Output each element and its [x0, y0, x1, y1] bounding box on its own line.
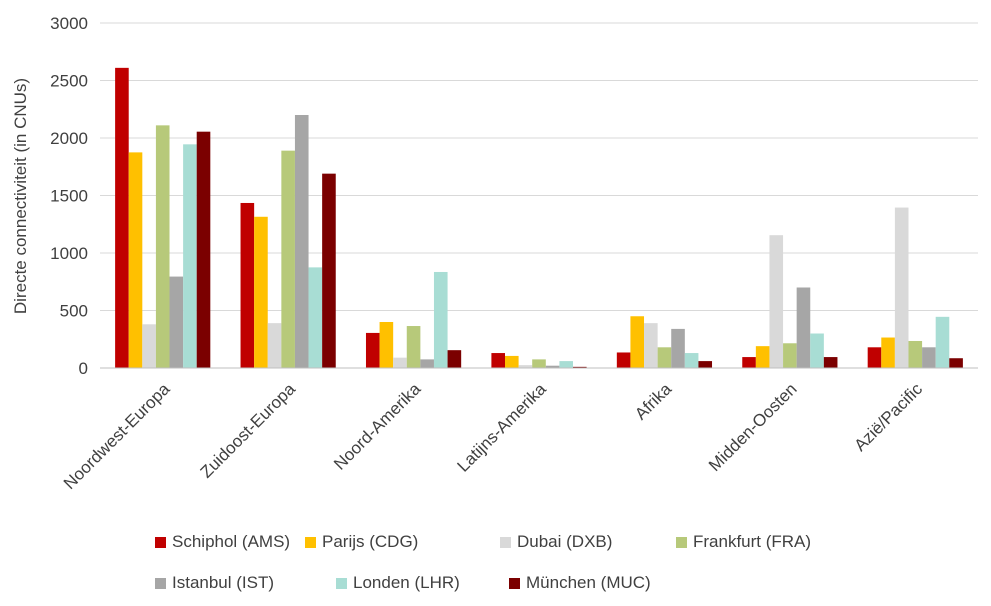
legend-label: Schiphol (AMS): [172, 532, 291, 551]
bar: [908, 340, 923, 368]
y-tick-label: 500: [60, 302, 88, 321]
legend-label: München (MUC): [526, 573, 651, 592]
bar: [881, 337, 895, 368]
y-axis-label: Directe connectiviteit (in CNUs): [11, 78, 30, 314]
bar: [196, 131, 211, 368]
bar: [922, 347, 936, 368]
bar: [433, 271, 448, 368]
legend-label: Istanbul (IST): [172, 573, 275, 592]
bar: [142, 324, 156, 368]
bar: [616, 352, 631, 368]
bar: [559, 361, 573, 368]
legend-item: Frankfurt (FRA): [676, 532, 811, 552]
bar: [935, 316, 950, 368]
bar: [671, 328, 685, 368]
legend-swatch: [155, 536, 166, 548]
y-tick-label: 3000: [50, 14, 88, 33]
bar: [742, 357, 756, 368]
bar: [322, 173, 336, 368]
bar: [518, 365, 533, 368]
bar: [379, 322, 394, 368]
bars: [115, 67, 963, 368]
bar: [155, 125, 170, 368]
x-category-label: Midden-Oosten: [705, 379, 801, 475]
y-tick-label: 2000: [50, 129, 88, 148]
bar: [532, 359, 546, 368]
y-tick-label: 1500: [50, 187, 88, 206]
legend-label: Londen (LHR): [353, 573, 460, 592]
bar: [657, 347, 672, 368]
bar: [545, 365, 560, 368]
bar: [267, 323, 282, 368]
bar: [823, 357, 838, 368]
bar: [796, 287, 811, 368]
bar: [183, 144, 197, 368]
bar: [128, 152, 143, 368]
legend-label: Dubai (DXB): [517, 532, 613, 551]
bar: [755, 346, 770, 368]
legend-swatch: [676, 536, 687, 548]
bar: [308, 267, 323, 368]
bar: [783, 343, 797, 368]
legend-item: Londen (LHR): [336, 573, 460, 593]
legend-swatch: [305, 536, 316, 548]
legend-swatch: [155, 577, 166, 589]
legend-item: Istanbul (IST): [155, 573, 274, 593]
x-axis-categories: Noordwest-Europa Zuidoost-Europa Noord-Ame…: [60, 379, 927, 493]
bar-chart: 0 500 1000 1500 2000 2500 3000 Noordwest-Europ…: [11, 14, 978, 493]
bar: [281, 150, 295, 368]
bar: [169, 276, 184, 368]
legend-swatch: [500, 536, 511, 548]
x-category-label: Noordwest-Europa: [60, 379, 174, 493]
x-category-label: Noord-Amerika: [330, 379, 425, 474]
bar: [365, 332, 380, 368]
bar: [491, 353, 505, 368]
legend-item: Schiphol (AMS): [155, 532, 290, 552]
y-axis-ticks: 0 500 1000 1500 2000 2500 3000: [50, 14, 88, 378]
bar: [698, 361, 713, 368]
bar: [630, 316, 645, 368]
legend-label: Parijs (CDG): [322, 532, 419, 551]
legend-swatch: [509, 577, 520, 589]
bar: [810, 333, 824, 368]
bar: [949, 358, 963, 368]
bar: [115, 67, 129, 368]
legend-item: Dubai (DXB): [500, 532, 612, 552]
bar: [894, 207, 909, 368]
bar: [254, 216, 268, 368]
gridlines: [100, 22, 978, 311]
bar: [420, 359, 434, 368]
bar: [240, 202, 255, 368]
bar: [684, 353, 699, 368]
bar: [294, 115, 309, 368]
legend-item: Parijs (CDG): [305, 532, 418, 552]
legend-swatch: [336, 577, 347, 589]
bar: [393, 357, 407, 368]
x-category-label: Latijns-Amerika: [454, 379, 551, 476]
bar: [644, 323, 658, 368]
x-category-label: Afrika: [631, 379, 676, 424]
bar: [447, 350, 462, 368]
y-tick-label: 0: [79, 359, 88, 378]
y-tick-label: 1000: [50, 244, 88, 263]
legend-item: München (MUC): [509, 573, 651, 593]
x-category-label: Azië/Pacific: [851, 379, 927, 455]
x-category-label: Zuidoost-Europa: [197, 379, 300, 482]
bar: [573, 366, 587, 368]
bar: [769, 235, 784, 368]
y-tick-label: 2500: [50, 72, 88, 91]
bar: [505, 355, 519, 368]
legend-label: Frankfurt (FRA): [693, 532, 812, 551]
bar: [406, 326, 421, 368]
bar: [867, 347, 882, 368]
